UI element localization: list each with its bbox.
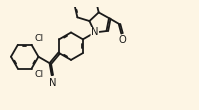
Text: O: O [118,35,126,45]
Text: N: N [49,79,56,89]
Text: N: N [91,28,99,38]
Text: Cl: Cl [35,70,44,79]
Text: Cl: Cl [35,34,44,43]
